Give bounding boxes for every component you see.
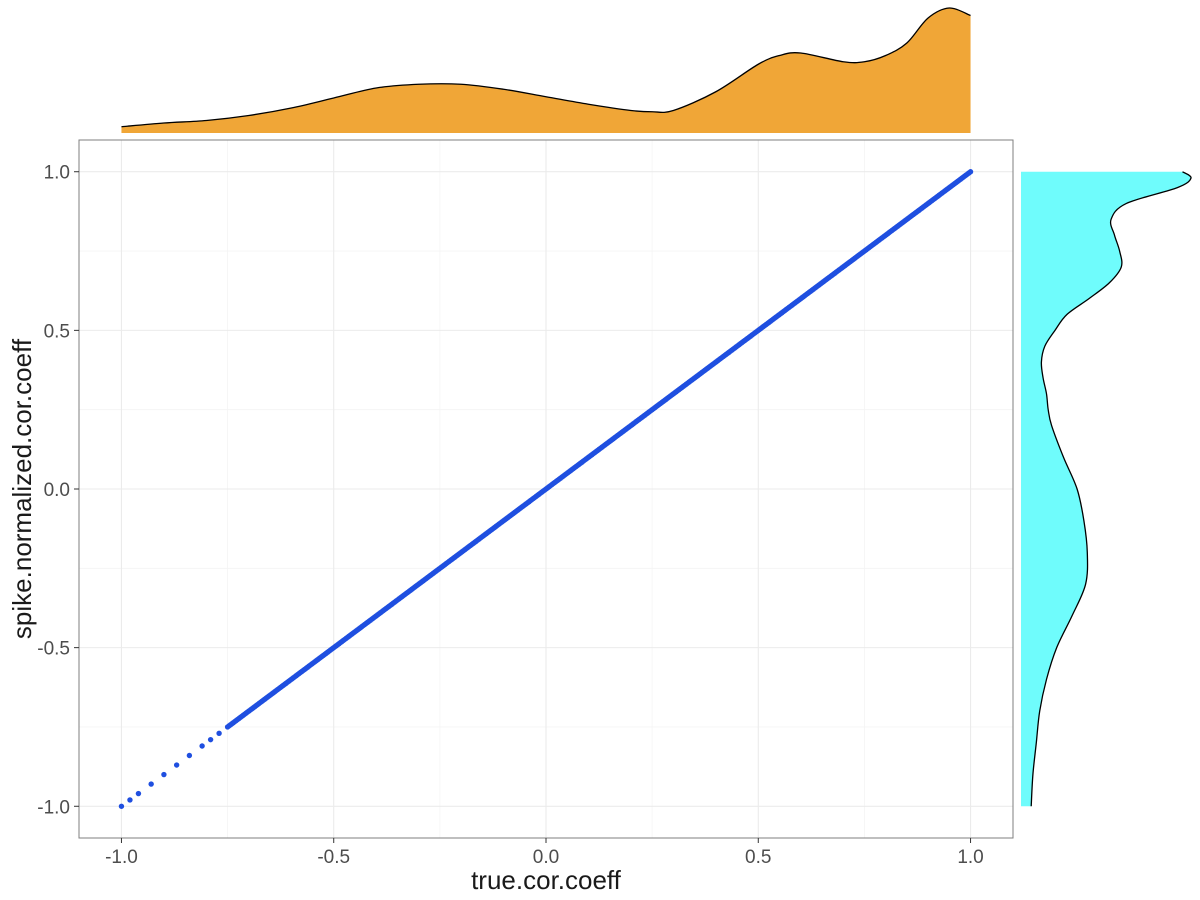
right-density-area	[1021, 171, 1192, 807]
y-axis: -1.0 -0.5 0.0 0.5 1.0	[37, 163, 79, 818]
scatter-point	[161, 771, 167, 778]
scatter-point	[207, 736, 214, 743]
y-tick-label: -0.5	[37, 639, 70, 660]
scatter-panel	[78, 139, 1014, 839]
right-density-line	[1030, 171, 1192, 807]
x-tick-label: 0.5	[745, 847, 771, 868]
scatter-point	[148, 781, 154, 787]
scatter-point	[173, 762, 180, 768]
x-tick-label: -1.0	[105, 847, 138, 868]
gridlines	[79, 140, 1013, 838]
scatter-points	[118, 169, 974, 809]
y-tick-label: 0.0	[44, 480, 70, 501]
scatter-point	[135, 790, 142, 797]
x-tick-label: 0.0	[533, 847, 559, 868]
scatter-point	[127, 797, 133, 803]
scatter-point	[216, 730, 222, 736]
y-tick-label: -1.0	[37, 797, 70, 818]
y-axis-title: spike.normalized.cor.coeff	[7, 338, 37, 639]
scatter-point	[967, 169, 974, 175]
scatter-point	[118, 803, 125, 809]
x-axis-title: true.cor.coeff	[471, 865, 622, 895]
right-marginal-density	[1021, 171, 1192, 807]
y-tick-label: 0.5	[44, 321, 70, 342]
top-density-line	[121, 7, 971, 128]
x-tick-label: 1.0	[957, 847, 983, 868]
x-tick-label: -0.5	[317, 847, 350, 868]
y-tick-label: 1.0	[44, 163, 70, 184]
scatter-point	[199, 743, 205, 749]
top-density-area	[121, 7, 971, 133]
top-marginal-density	[121, 7, 971, 133]
scatter-point	[186, 752, 193, 759]
x-axis: -1.0 -0.5 0.0 0.5 1.0	[105, 838, 984, 868]
